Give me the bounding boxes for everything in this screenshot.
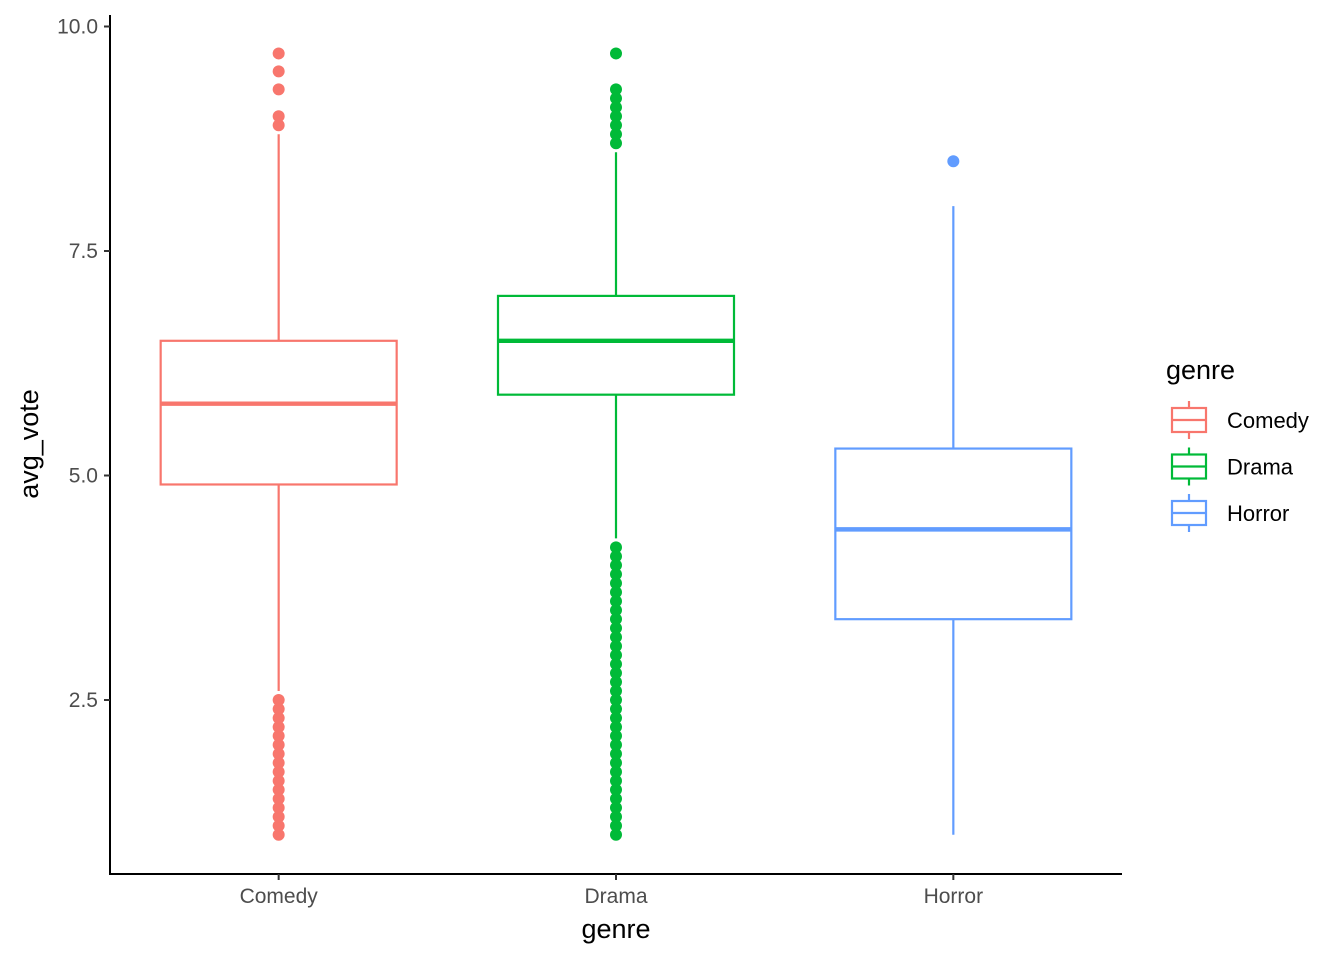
outlier-point xyxy=(610,559,622,572)
y-tick-label: 7.5 xyxy=(69,240,98,263)
outlier-point xyxy=(272,792,285,805)
x-axis-title: genre xyxy=(581,914,650,944)
y-tick-label: 10.0 xyxy=(57,16,98,39)
outlier-point xyxy=(272,756,285,769)
outlier-point xyxy=(610,83,622,96)
outlier-point xyxy=(610,631,622,644)
legend: genre Comedy Drama Horror xyxy=(1166,355,1309,532)
box-iqr xyxy=(159,339,398,486)
outlier-point xyxy=(272,810,285,823)
outlier-point xyxy=(272,702,285,715)
outlier-point xyxy=(610,137,622,150)
outlier-point xyxy=(610,622,622,635)
outlier-point xyxy=(272,738,285,751)
outlier-point xyxy=(610,720,622,733)
plot-area xyxy=(159,47,1073,841)
box-group-comedy xyxy=(159,47,398,841)
outlier-point xyxy=(610,613,622,626)
outlier-point xyxy=(610,747,622,760)
legend-title: genre xyxy=(1166,355,1235,385)
y-tick-label: 5.0 xyxy=(69,465,98,488)
outlier-point xyxy=(272,110,285,123)
outlier-point xyxy=(272,720,285,733)
outlier-point xyxy=(610,729,622,742)
outlier-point xyxy=(610,577,622,590)
outlier-point xyxy=(610,676,622,689)
outlier-point xyxy=(610,685,622,698)
outlier-point xyxy=(610,550,622,563)
outlier-point xyxy=(947,155,960,168)
outlier-point xyxy=(272,747,285,760)
outlier-point xyxy=(610,711,622,724)
legend-item-comedy: Comedy xyxy=(1170,401,1309,439)
outlier-point xyxy=(610,119,622,132)
outlier-point xyxy=(610,738,622,751)
box-iqr xyxy=(496,294,736,396)
outlier-point xyxy=(610,702,622,715)
outlier-point xyxy=(272,774,285,787)
x-tick-label: Horror xyxy=(924,885,984,908)
outlier-point xyxy=(272,119,285,132)
box-iqr xyxy=(834,447,1073,621)
outlier-point xyxy=(272,729,285,742)
outlier-point xyxy=(610,128,622,141)
outlier-point xyxy=(610,792,622,805)
legend-label: Comedy xyxy=(1227,408,1309,433)
outlier-point xyxy=(610,541,622,554)
outlier-point xyxy=(610,828,622,841)
outlier-point xyxy=(610,595,622,608)
outlier-point xyxy=(272,783,285,796)
box-group-drama xyxy=(496,47,736,841)
y-tick-label: 2.5 xyxy=(69,689,98,712)
outlier-point xyxy=(610,92,622,105)
outlier-point xyxy=(272,83,285,96)
outlier-point xyxy=(610,667,622,680)
outlier-point xyxy=(610,756,622,769)
x-tick-label: Comedy xyxy=(240,885,319,908)
box-group-horror xyxy=(834,155,1073,835)
outlier-point xyxy=(272,765,285,778)
outlier-point xyxy=(610,568,622,581)
outlier-point xyxy=(610,586,622,599)
axes: 2.5 5.0 7.5 10.0 Comedy Drama Horror xyxy=(57,15,1122,908)
outlier-point xyxy=(272,694,285,706)
legend-label: Horror xyxy=(1227,501,1289,526)
outlier-point xyxy=(610,101,622,114)
legend-item-horror: Horror xyxy=(1170,494,1289,532)
outlier-point xyxy=(610,640,622,653)
legend-label: Drama xyxy=(1227,455,1294,480)
outlier-point xyxy=(272,47,285,60)
outlier-point xyxy=(272,801,285,814)
legend-item-drama: Drama xyxy=(1170,447,1294,486)
outlier-point xyxy=(610,801,622,814)
outlier-point xyxy=(610,649,622,662)
outlier-point xyxy=(610,810,622,823)
outlier-point xyxy=(272,65,285,78)
outlier-point xyxy=(610,110,622,123)
outlier-point xyxy=(610,783,622,796)
outlier-point xyxy=(610,774,622,787)
outlier-point xyxy=(610,47,622,60)
outlier-point xyxy=(272,711,285,724)
outlier-point xyxy=(272,819,285,832)
outlier-point xyxy=(610,658,622,671)
outlier-point xyxy=(610,694,622,706)
outlier-point xyxy=(272,828,285,841)
y-axis-title: avg_vote xyxy=(14,389,44,499)
outlier-point xyxy=(610,765,622,778)
outlier-point xyxy=(610,604,622,617)
outlier-point xyxy=(610,819,622,832)
x-tick-label: Drama xyxy=(584,885,647,908)
